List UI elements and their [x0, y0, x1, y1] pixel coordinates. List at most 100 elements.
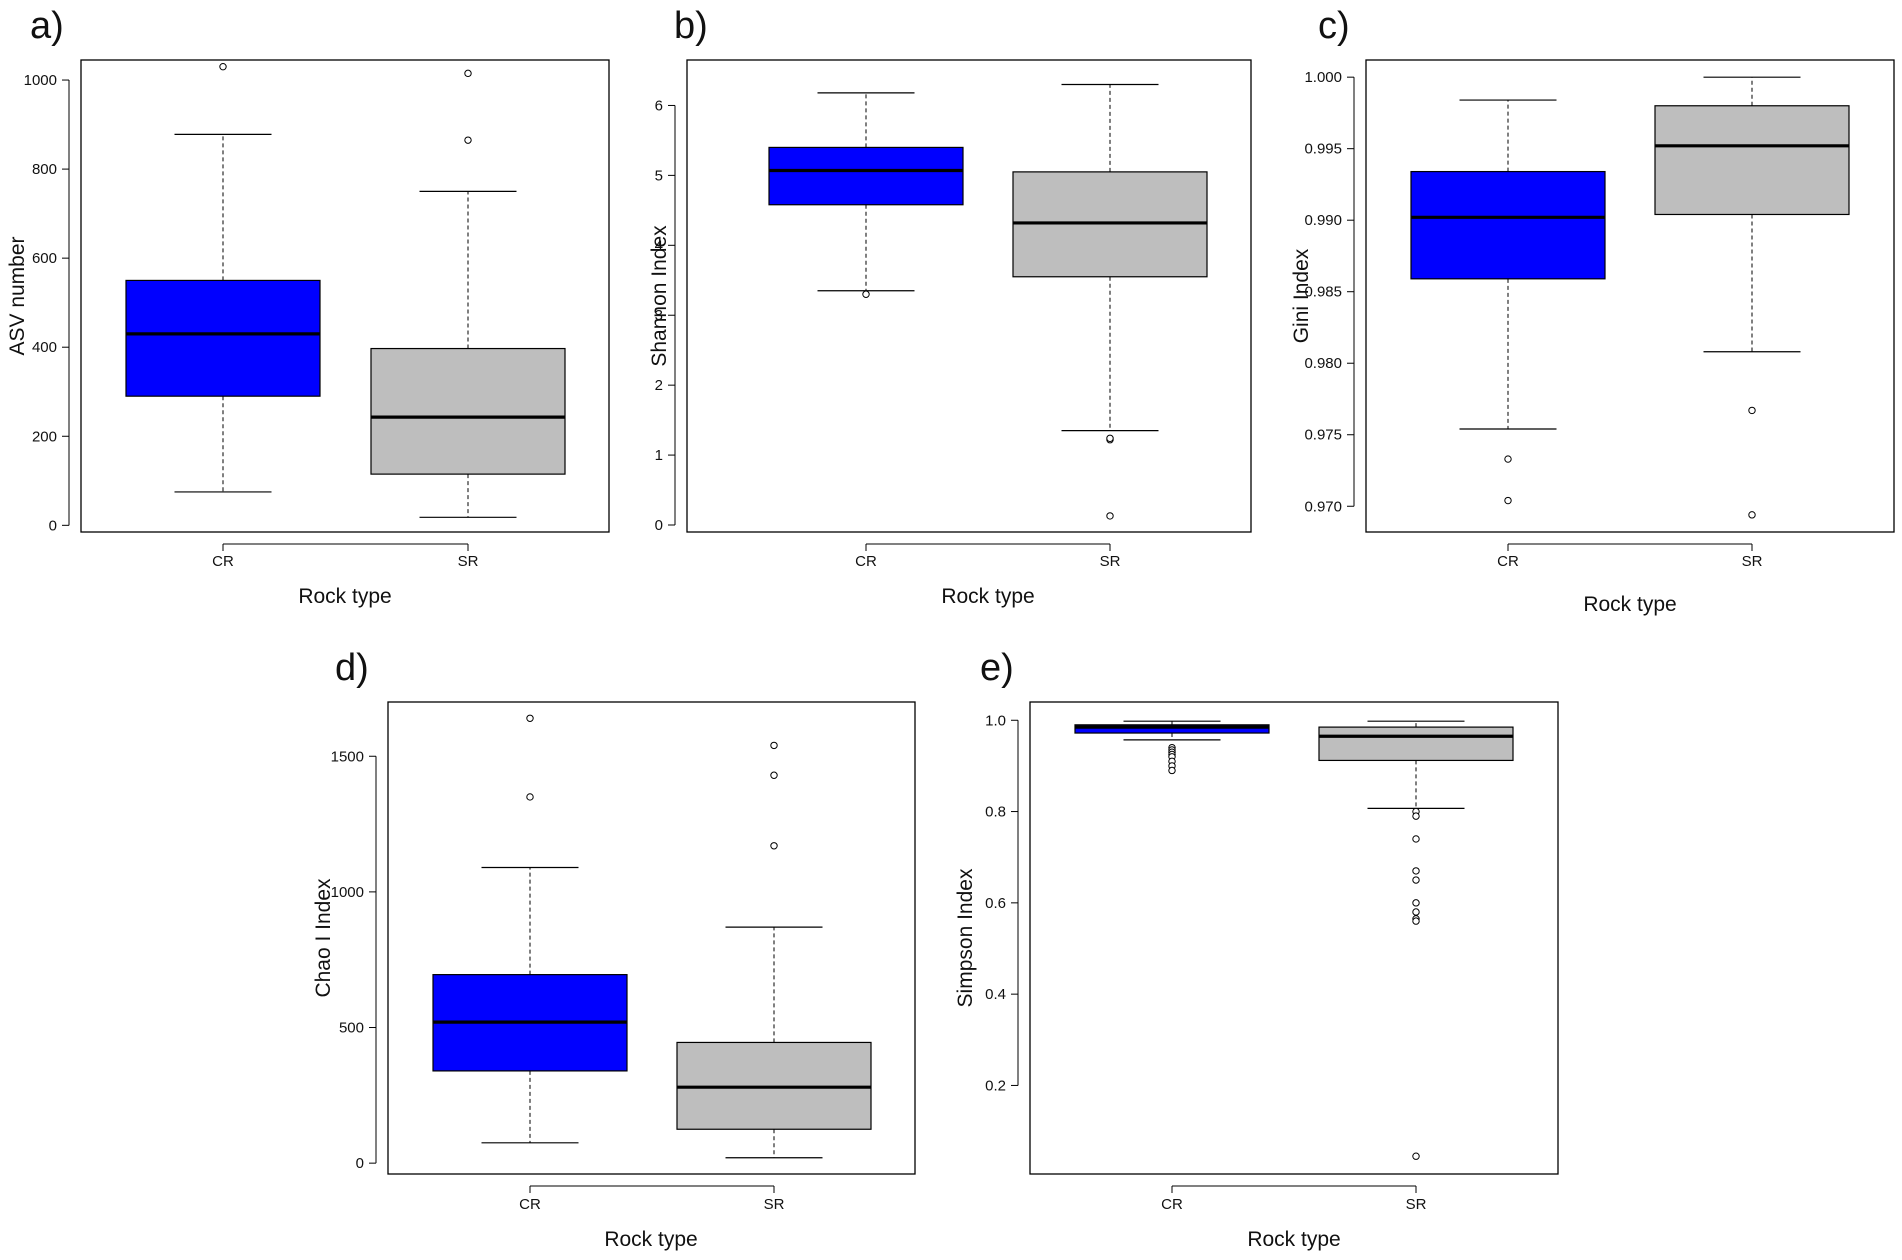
outlier-point-cr: [526, 714, 534, 722]
y-tick-label: 5: [655, 167, 663, 184]
plot-frame: [1029, 701, 1559, 1175]
y-tick-label: 0.995: [1304, 141, 1342, 158]
plot-body: 0.2 0.4 0.6 0.8 1.0: [985, 712, 1514, 1193]
y-tick-label: 0.990: [1304, 212, 1342, 229]
y-tick-label: 1000: [24, 72, 57, 89]
box-sr: [1318, 726, 1514, 762]
outlier-point-sr: [1412, 835, 1420, 843]
box-cr: [768, 146, 964, 206]
x-tick-label-cr: CR: [855, 553, 877, 570]
y-tick-label: 1500: [331, 748, 364, 765]
outlier-point-sr: [464, 136, 472, 144]
outlier-point-cr: [1504, 455, 1512, 463]
y-tick-label: 4: [655, 237, 663, 254]
outlier-point-sr: [1412, 812, 1420, 820]
x-tick-label-sr: SR: [1742, 553, 1763, 570]
outlier-point-sr: [1106, 434, 1114, 442]
y-axis-label: Gini Index: [1290, 248, 1313, 343]
y-tick-label: 1000: [331, 884, 364, 901]
y-tick-label: 800: [32, 161, 57, 178]
outlier-point-cr: [219, 62, 227, 71]
box-sr: [1654, 105, 1850, 216]
y-tick-label: 0: [356, 1155, 364, 1172]
box-cr: [125, 279, 321, 397]
y-tick-label: 2: [655, 377, 663, 394]
y-tick-label: 0.4: [985, 986, 1006, 1003]
panel-label: b): [674, 5, 708, 47]
y-tick-label: 0.2: [985, 1077, 1006, 1094]
plot-frame: [80, 59, 610, 533]
plot-body: 0 500 1000 1500: [331, 714, 872, 1193]
plot-frame: [686, 59, 1252, 533]
outlier-point-sr: [1748, 511, 1756, 519]
plot-body: 0 1 2 3 4 5 6: [655, 83, 1208, 551]
panel-label: c): [1318, 5, 1350, 47]
outlier-point-sr: [1412, 917, 1420, 925]
y-tick-label: 0: [49, 517, 57, 534]
outlier-point-sr: [770, 741, 778, 750]
outlier-point-sr: [1412, 1152, 1420, 1160]
y-tick-label: 0.6: [985, 895, 1006, 912]
panel-e: e) 0.2 0.4 0.6 0.8 1.0 CR SR Rock type Simps…: [954, 647, 1559, 1251]
outlier-point-sr: [1748, 406, 1756, 415]
outlier-point-sr: [1412, 867, 1420, 875]
box-sr: [370, 347, 566, 475]
box-cr: [1074, 724, 1270, 734]
plot-frame: [387, 701, 916, 1175]
y-tick-label: 500: [339, 1020, 364, 1037]
y-axis-label: ASV number: [6, 236, 29, 355]
y-axis-label: Shannon Index: [648, 225, 671, 367]
x-tick-label-sr: SR: [764, 1196, 785, 1213]
x-axis-label: Rock type: [604, 1228, 697, 1251]
y-tick-label: 400: [32, 339, 57, 356]
y-tick-label: 0.985: [1304, 284, 1342, 301]
panel-c: c) 0.970 0.975 0.980 0.985 0.990 0.995 1.000 C…: [1290, 5, 1895, 616]
y-tick-label: 200: [32, 428, 57, 445]
y-tick-label: 1.000: [1304, 69, 1342, 86]
outlier-point-cr: [1168, 766, 1176, 775]
x-axis-label: Rock type: [1247, 1228, 1340, 1251]
y-tick-label: 1: [655, 447, 663, 464]
y-tick-label: 6: [655, 97, 663, 114]
outlier-point-cr: [1504, 496, 1512, 505]
x-tick-label-sr: SR: [458, 553, 479, 570]
y-tick-label: 0.980: [1304, 355, 1342, 372]
outlier-point-sr: [1412, 899, 1420, 907]
outlier-point-sr: [1412, 908, 1420, 916]
outlier-point-cr: [862, 290, 870, 298]
x-tick-label-cr: CR: [212, 553, 234, 570]
outlier-point-sr: [464, 69, 472, 78]
plot-body: 0 200 400 600 800 1000: [24, 62, 566, 551]
x-tick-label-cr: CR: [1497, 553, 1519, 570]
outlier-point-sr: [770, 771, 778, 779]
panel-label: a): [30, 5, 64, 47]
y-tick-label: 3: [655, 307, 663, 324]
y-tick-label: 0.8: [985, 804, 1006, 821]
outlier-point-sr: [1106, 512, 1114, 520]
y-axis-label: Chao I Index: [312, 878, 335, 998]
panel-label: e): [980, 647, 1014, 689]
panel-label: d): [335, 647, 369, 689]
x-tick-label-sr: SR: [1406, 1196, 1427, 1213]
plot-body: 0.970 0.975 0.980 0.985 0.990 0.995 1.000: [1304, 69, 1850, 551]
box-cr: [1410, 170, 1606, 280]
x-axis-label: Rock type: [941, 585, 1034, 608]
y-tick-label: 0.970: [1304, 498, 1342, 515]
x-axis-label: Rock type: [1583, 593, 1676, 616]
x-tick-label-sr: SR: [1100, 553, 1121, 570]
outlier-point-cr: [526, 793, 534, 801]
x-tick-label-cr: CR: [1161, 1196, 1183, 1213]
plot-frame: [1365, 59, 1895, 533]
y-tick-label: 1.0: [985, 712, 1006, 729]
outlier-point-sr: [1412, 876, 1420, 884]
x-tick-label-cr: CR: [519, 1196, 541, 1213]
y-tick-label: 0.975: [1304, 427, 1342, 444]
y-tick-label: 600: [32, 250, 57, 267]
outlier-point-sr: [770, 842, 778, 850]
y-axis-label: Simpson Index: [954, 868, 977, 1007]
y-tick-label: 0: [655, 517, 663, 534]
panel-d: d) 0 500 1000 1500 CR SR Rock type Chao I I…: [312, 647, 916, 1251]
panel-b: b) 0 1 2 3 4 5 6 CR SR Rock type Shannon Index: [648, 5, 1252, 608]
x-axis-label: Rock type: [298, 585, 391, 608]
